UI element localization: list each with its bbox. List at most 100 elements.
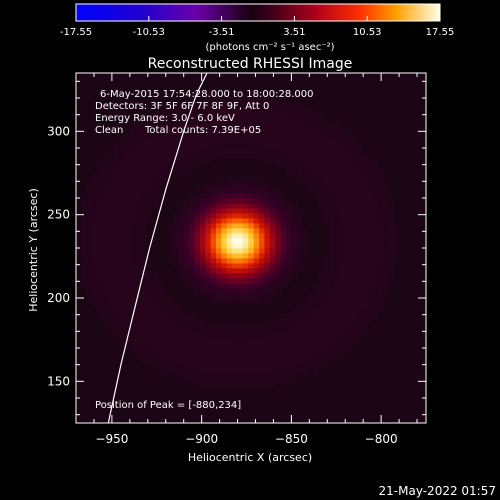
heatmap-pixel: [129, 138, 136, 144]
heatmap-pixel: [350, 183, 357, 189]
heatmap-pixel: [189, 333, 195, 339]
heatmap-pixel: [307, 293, 314, 299]
heatmap-pixel: [382, 263, 389, 269]
heatmap-pixel: [329, 338, 335, 344]
heatmap-pixel: [221, 233, 228, 239]
heatmap-pixel: [323, 138, 330, 144]
heatmap-pixel: [205, 333, 212, 339]
heatmap-pixel: [345, 203, 352, 209]
heatmap-pixel: [92, 303, 98, 309]
heatmap-pixel: [334, 248, 341, 254]
heatmap-pixel: [129, 153, 136, 159]
heatmap-pixel: [350, 288, 357, 294]
heatmap-pixel: [226, 253, 233, 259]
heatmap-pixel: [248, 368, 255, 374]
heatmap-pixel: [269, 323, 276, 329]
heatmap-pixel: [199, 238, 206, 244]
heatmap-pixel: [226, 93, 233, 99]
heatmap-pixel: [210, 333, 217, 339]
heatmap-pixel: [393, 243, 400, 249]
heatmap-pixel: [124, 303, 131, 309]
heatmap-pixel: [350, 158, 357, 164]
heatmap-pixels: [76, 93, 400, 389]
heatmap-pixel: [302, 368, 308, 374]
heatmap-pixel: [253, 358, 260, 364]
heatmap-pixel: [339, 218, 346, 224]
heatmap-pixel: [366, 268, 373, 274]
heatmap-pixel: [178, 258, 185, 264]
heatmap-pixel: [92, 263, 98, 269]
heatmap-pixel: [318, 358, 325, 364]
heatmap-pixel: [393, 248, 400, 254]
heatmap-pixel: [329, 313, 335, 319]
heatmap-pixel: [102, 163, 109, 169]
heatmap-pixel: [124, 288, 131, 294]
heatmap-pixel: [221, 113, 228, 119]
heatmap-pixel: [113, 233, 120, 239]
heatmap-pixel: [237, 268, 244, 274]
heatmap-pixel: [248, 233, 255, 239]
heatmap-pixel: [205, 243, 212, 249]
heatmap-pixel: [124, 258, 131, 264]
heatmap-pixel: [318, 128, 325, 134]
heatmap-pixel: [189, 98, 195, 104]
annotation-time: 6-May-2015 17:54:28.000 to 18:00:28.000: [100, 89, 313, 100]
heatmap-pixel: [156, 113, 163, 119]
heatmap-pixel: [296, 168, 303, 174]
heatmap-pixel: [296, 233, 303, 239]
heatmap-pixel: [172, 328, 179, 334]
heatmap-pixel: [167, 298, 174, 304]
heatmap-pixel: [194, 243, 201, 249]
colorbar-tick-label: -3.51: [209, 27, 235, 38]
heatmap-pixel: [302, 323, 308, 329]
heatmap-pixel: [248, 143, 255, 149]
heatmap-pixel: [280, 313, 287, 319]
heatmap-pixel: [162, 338, 168, 344]
heatmap-pixel: [312, 363, 319, 369]
heatmap-pixel: [183, 163, 190, 169]
heatmap-pixel: [291, 308, 298, 314]
heatmap-pixel: [210, 273, 217, 279]
heatmap-pixel: [302, 338, 308, 344]
heatmap-pixel: [345, 273, 352, 279]
heatmap-pixel: [183, 208, 190, 214]
heatmap-pixel: [108, 183, 115, 189]
annotation-clean: Clean: [95, 125, 123, 136]
heatmap-pixel: [323, 348, 330, 354]
heatmap-pixel: [334, 298, 341, 304]
heatmap-pixel: [167, 163, 174, 169]
heatmap-pixel: [275, 143, 282, 149]
heatmap-pixel: [146, 313, 152, 319]
heatmap-pixel: [97, 183, 104, 189]
heatmap-pixel: [312, 153, 319, 159]
heatmap-pixel: [307, 338, 314, 344]
heatmap-pixel: [216, 93, 222, 99]
heatmap-pixel: [312, 368, 319, 374]
heatmap-pixel: [339, 158, 346, 164]
heatmap-pixel: [146, 188, 152, 194]
heatmap-pixel: [264, 203, 271, 209]
heatmap-pixel: [291, 368, 298, 374]
heatmap-pixel: [291, 138, 298, 144]
heatmap-pixel: [296, 143, 303, 149]
heatmap-pixel: [259, 108, 265, 114]
heatmap-pixel: [323, 263, 330, 269]
heatmap-pixel: [205, 218, 212, 224]
heatmap-pixel: [339, 128, 346, 134]
heatmap-pixel: [226, 138, 233, 144]
heatmap-pixel: [113, 253, 120, 259]
heatmap-pixel: [318, 153, 325, 159]
heatmap-pixel: [280, 98, 287, 104]
heatmap-pixel: [377, 208, 384, 214]
heatmap-pixel: [356, 313, 362, 319]
heatmap-pixel: [307, 298, 314, 304]
heatmap-pixel: [296, 148, 303, 154]
heatmap-pixel: [356, 233, 362, 239]
heatmap-pixel: [97, 258, 104, 264]
heatmap-pixel: [280, 153, 287, 159]
heatmap-pixel: [361, 258, 368, 264]
heatmap-pixel: [97, 178, 104, 184]
heatmap-pixel: [307, 118, 314, 124]
heatmap-pixel: [302, 228, 308, 234]
heatmap-pixel: [156, 138, 163, 144]
